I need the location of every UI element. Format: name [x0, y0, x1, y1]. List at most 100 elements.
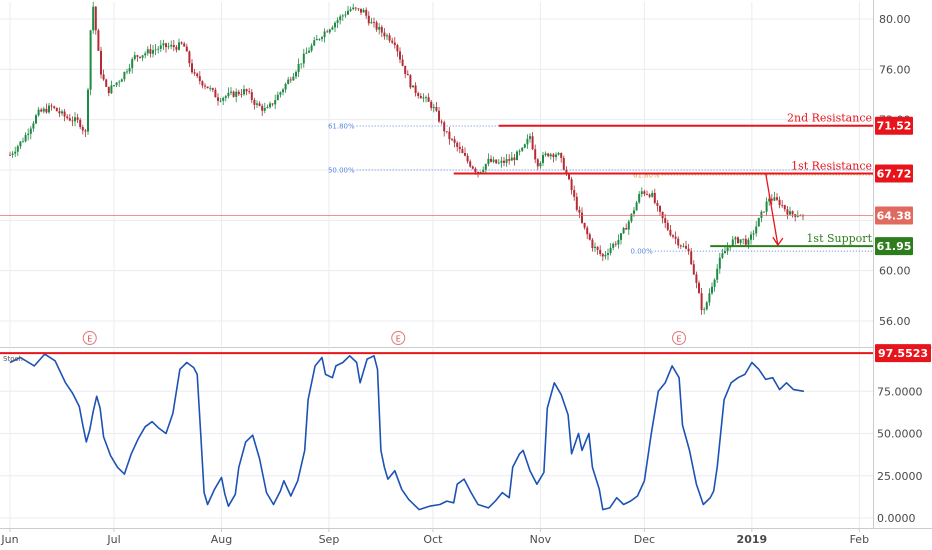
- candle-body: [66, 116, 69, 119]
- candle-body: [763, 211, 765, 213]
- candle-body: [365, 9, 368, 16]
- candle-body: [331, 27, 334, 30]
- candle-body: [258, 103, 261, 106]
- candle-body: [451, 139, 453, 140]
- candle-body: [713, 279, 716, 287]
- candle-body: [219, 100, 222, 102]
- candle-body: [271, 103, 274, 105]
- candle-body: [625, 227, 628, 230]
- candle-body: [627, 221, 630, 230]
- candle-body: [339, 16, 342, 21]
- candle-body: [412, 85, 414, 88]
- candle-body: [578, 209, 581, 213]
- candle-body: [352, 7, 355, 10]
- candle-body: [152, 50, 154, 54]
- candle-body: [643, 191, 646, 195]
- candle-body: [718, 257, 721, 269]
- candle-body: [656, 202, 659, 206]
- candle-body: [74, 117, 76, 122]
- candle-body: [500, 160, 503, 163]
- candle-body: [599, 249, 602, 254]
- candle-body: [677, 238, 680, 246]
- stoch-level-tag: 97.5523: [878, 347, 928, 360]
- candle-body: [204, 85, 206, 87]
- candle-body: [648, 194, 651, 197]
- candles-layer: [9, 1, 804, 315]
- candle-body: [796, 215, 799, 217]
- candle-body: [781, 205, 784, 206]
- candle-body: [79, 119, 82, 128]
- candle-body: [224, 96, 227, 98]
- candle-body: [690, 251, 693, 265]
- candle-body: [105, 79, 108, 87]
- candle-body: [248, 91, 251, 93]
- candle-body: [770, 198, 773, 201]
- candle-body: [440, 121, 443, 123]
- candle-body: [409, 75, 412, 88]
- candle-body: [640, 191, 643, 194]
- candle-body: [92, 6, 95, 31]
- earnings-marker: [82, 331, 97, 345]
- candle-body: [110, 85, 113, 94]
- candle-body: [547, 153, 550, 157]
- candle-body: [209, 88, 212, 89]
- level-price-tag: 71.52: [877, 120, 912, 133]
- candle-body: [300, 63, 303, 65]
- candle-body: [349, 9, 352, 11]
- candle-body: [310, 45, 313, 51]
- candle-body: [734, 237, 737, 240]
- candle-body: [679, 245, 682, 247]
- candle-body: [183, 43, 186, 47]
- candle-body: [261, 105, 264, 111]
- candle-body: [334, 22, 336, 28]
- candle-body: [755, 226, 758, 234]
- candle-body: [765, 201, 768, 212]
- candle-body: [630, 213, 633, 222]
- candle-body: [42, 108, 45, 112]
- candle-body: [583, 222, 586, 228]
- candle-body: [682, 246, 685, 247]
- candle-body: [136, 55, 139, 57]
- candle-body: [357, 8, 360, 10]
- stoch-title: Stoch: [3, 355, 23, 363]
- candle-body: [711, 286, 713, 294]
- candle-body: [562, 157, 565, 170]
- candle-body: [635, 202, 638, 211]
- candle-body: [614, 243, 617, 245]
- candle-body: [55, 107, 58, 112]
- candle-body: [292, 76, 295, 81]
- stochastic-layer: Stoch: [0, 352, 873, 511]
- candle-body: [172, 44, 175, 48]
- candle-body: [84, 130, 87, 132]
- candle-body: [526, 138, 529, 145]
- stoch-tick-label: 50.0000: [877, 428, 923, 441]
- candle-body: [430, 101, 433, 108]
- candle-body: [487, 158, 490, 164]
- candle-body: [604, 254, 607, 257]
- candle-body: [68, 118, 71, 121]
- fib-level-label: 0.00%: [631, 248, 654, 256]
- candle-body: [126, 71, 128, 73]
- candle-body: [633, 210, 635, 214]
- candle-body: [516, 151, 518, 161]
- candle-body: [482, 169, 485, 172]
- candle-body: [549, 154, 552, 157]
- candle-body: [113, 85, 115, 86]
- candle-body: [669, 229, 672, 236]
- candle-body: [139, 56, 141, 58]
- candle-body: [534, 149, 537, 160]
- candle-body: [716, 268, 719, 280]
- candle-body: [167, 46, 170, 48]
- time-tick-label: Jun: [0, 533, 18, 546]
- candle-body: [347, 10, 349, 15]
- candle-body: [9, 154, 11, 156]
- candle-body: [659, 205, 661, 212]
- candle-body: [778, 199, 781, 206]
- candle-body: [791, 211, 794, 215]
- price-tick-label: 56.00: [879, 315, 911, 328]
- candle-body: [107, 86, 110, 94]
- candle-body: [19, 141, 22, 147]
- target-arrow-head: [772, 236, 784, 247]
- candle-body: [165, 43, 167, 48]
